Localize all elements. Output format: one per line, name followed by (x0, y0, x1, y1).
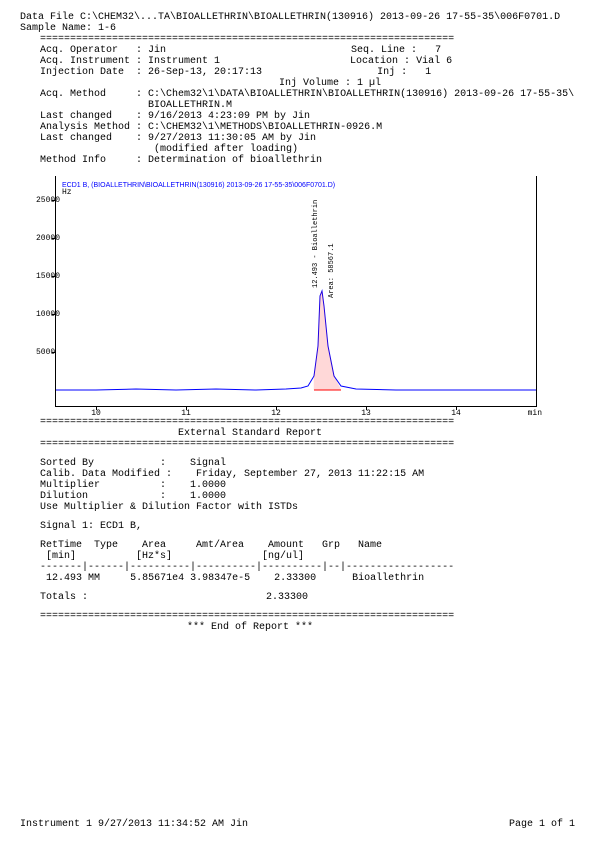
acq-method-row2: BIOALLETHRIN.M (148, 100, 575, 111)
table-header2: [min] [Hz*s] [ng/ul] (40, 551, 575, 562)
istd-note: Use Multiplier & Dilution Factor with IS… (40, 502, 575, 513)
peak-label-name: 12.493 - Bioallethrin (312, 200, 320, 288)
divider-report-top: ========================================… (40, 417, 575, 428)
x-tick-12: 12 (271, 409, 281, 418)
injection-date-row: Injection Date : 26-Sep-13, 20:17:13Inj … (40, 67, 575, 78)
divider-top: ========================================… (40, 34, 575, 45)
sorted-by-row: Sorted By : Signal (40, 458, 575, 469)
signal-line: Signal 1: ECD1 B, (40, 521, 575, 532)
x-tick-11: 11 (181, 409, 191, 418)
x-tick-10: 10 (91, 409, 101, 418)
footer-left: Instrument 1 9/27/2013 11:34:52 AM Jin (20, 819, 248, 830)
x-tick-13: 13 (361, 409, 371, 418)
table-divider: -------|------|----------|----------|---… (40, 562, 575, 573)
last-changed2-row: Last changed : 9/27/2013 11:30:05 AM by … (40, 133, 575, 144)
x-axis-unit: min (528, 409, 542, 418)
chromatogram-chart: ECD1 B, (BIOALLETHRIN\BIOALLETHRIN(13091… (55, 176, 537, 407)
data-file-path: Data File C:\CHEM32\...TA\BIOALLETHRIN\B… (20, 12, 575, 23)
page-footer: Instrument 1 9/27/2013 11:34:52 AM Jin P… (20, 819, 575, 830)
footer-right: Page 1 of 1 (509, 819, 575, 830)
inj-volume-row: Inj Volume : 1 µl (40, 78, 575, 89)
report-title: External Standard Report (40, 428, 460, 439)
peak-label-area: Area: 58567.1 (328, 243, 336, 298)
acq-method-row: Acq. Method : C:\Chem32\1\DATA\BIOALLETH… (40, 89, 575, 100)
multiplier-row: Multiplier : 1.0000 (40, 480, 575, 491)
end-of-report: *** End of Report *** (40, 622, 460, 633)
sample-name: Sample Name: 1-6 (20, 23, 575, 34)
divider-report-bottom: ========================================… (40, 439, 575, 450)
last-changed1-row: Last changed : 9/16/2013 4:23:09 PM by J… (40, 111, 575, 122)
chromatogram-trace (56, 176, 536, 406)
acq-operator-row: Acq. Operator : JinSeq. Line : 7 (40, 45, 575, 56)
acq-instrument-row: Acq. Instrument : Instrument 1Location :… (40, 56, 575, 67)
analysis-method-row: Analysis Method : C:\CHEM32\1\METHODS\BI… (40, 122, 575, 133)
totals-row: Totals :2.33300 (40, 592, 575, 603)
table-row: 12.493 MM 5.85671e4 3.98347e-5 2.33300 B… (40, 573, 575, 584)
table-header1: RetTime Type Area Amt/Area Amount Grp Na… (40, 540, 575, 551)
dilution-row: Dilution : 1.0000 (40, 491, 575, 502)
calib-row: Calib. Data Modified : Friday, September… (40, 469, 575, 480)
last-changed2b-row: (modified after loading) (154, 144, 575, 155)
divider-end-top: ========================================… (40, 611, 575, 622)
method-info-row: Method Info : Determination of bioalleth… (40, 155, 575, 166)
x-tick-14: 14 (451, 409, 461, 418)
